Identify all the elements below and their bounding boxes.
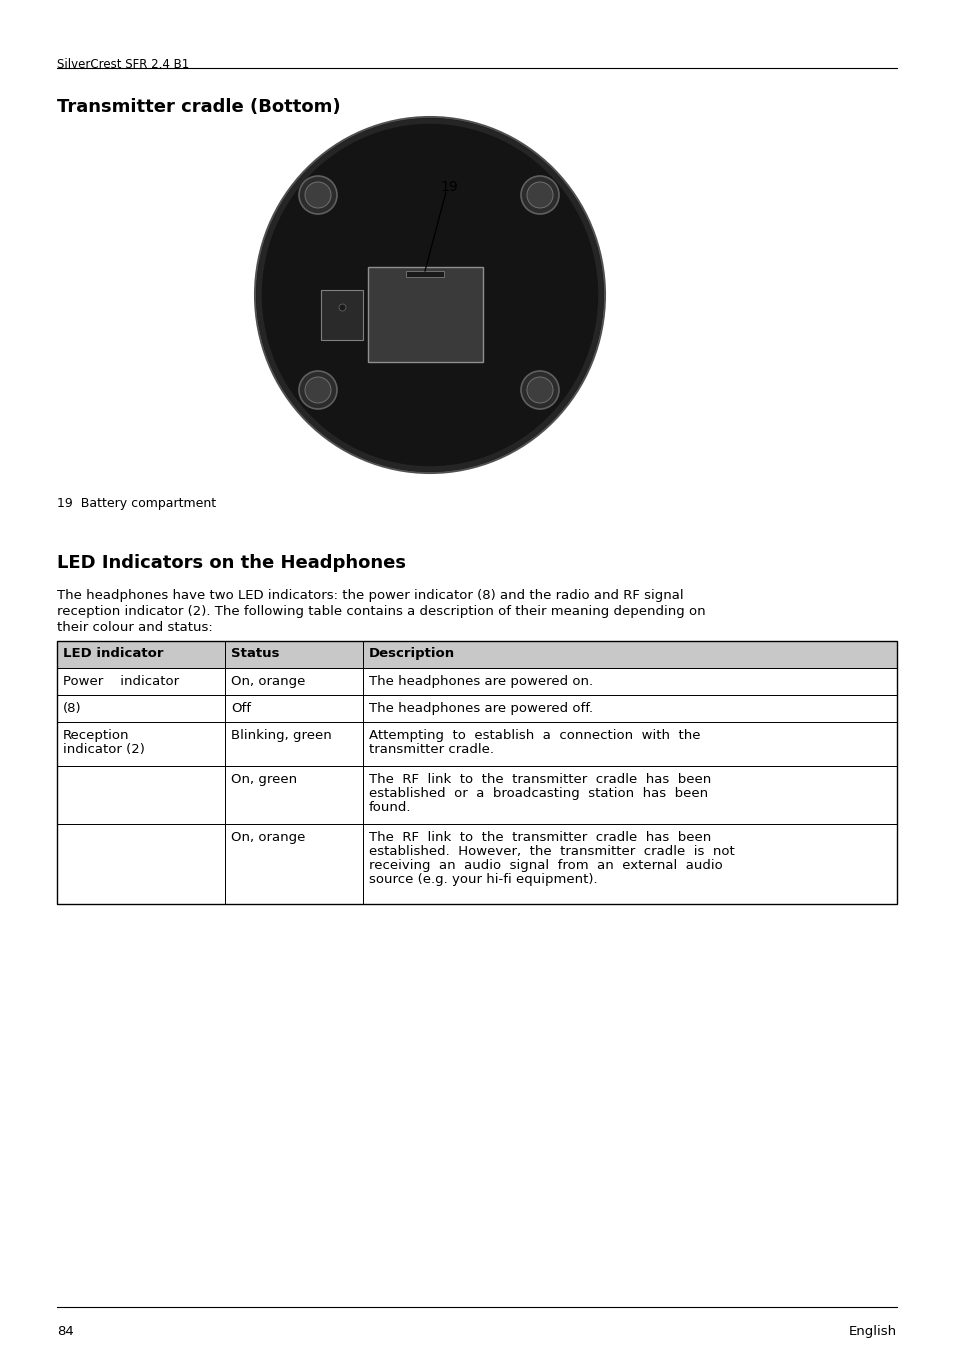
Circle shape [526,377,553,403]
Text: Description: Description [369,648,455,660]
Text: source (e.g. your hi-fi equipment).: source (e.g. your hi-fi equipment). [369,873,597,886]
Bar [225,823,363,904]
Text: The  RF  link  to  the  transmitter  cradle  has  been: The RF link to the transmitter cradle ha… [369,831,711,844]
Bar [406,270,443,277]
Text: Off: Off [231,702,251,715]
Bar [57,722,225,767]
Text: receiving  an  audio  signal  from  an  external  audio: receiving an audio signal from an extern… [369,859,722,872]
Bar [368,266,482,362]
Text: On, green: On, green [231,773,296,786]
Bar [57,823,225,904]
Text: 84: 84 [57,1325,73,1338]
Bar [363,641,896,668]
Bar [363,722,896,767]
Text: Status: Status [231,648,279,660]
Ellipse shape [254,118,604,473]
Bar [363,668,896,695]
Text: The headphones are powered on.: The headphones are powered on. [369,675,593,688]
Bar [57,668,225,695]
Bar [363,767,896,823]
Text: transmitter cradle.: transmitter cradle. [369,744,494,756]
Bar [57,695,225,722]
Text: The  RF  link  to  the  transmitter  cradle  has  been: The RF link to the transmitter cradle ha… [369,773,711,786]
Text: established  or  a  broadcasting  station  has  been: established or a broadcasting station ha… [369,787,707,800]
Bar [225,722,363,767]
Bar [225,641,363,668]
Text: Reception: Reception [63,729,130,742]
Text: Blinking, green: Blinking, green [231,729,332,742]
Text: On, orange: On, orange [231,675,305,688]
Circle shape [526,183,553,208]
Text: Attempting  to  establish  a  connection  with  the: Attempting to establish a connection wit… [369,729,700,742]
Text: 19: 19 [439,180,457,193]
Bar [57,641,225,668]
Text: Transmitter cradle (Bottom): Transmitter cradle (Bottom) [57,97,340,116]
Text: 19  Battery compartment: 19 Battery compartment [57,498,216,510]
Text: English: English [848,1325,896,1338]
Text: reception indicator (2). The following table contains a description of their mea: reception indicator (2). The following t… [57,604,705,618]
Bar [363,823,896,904]
Bar [57,767,225,823]
Circle shape [520,370,558,410]
Text: (8): (8) [63,702,82,715]
Bar [57,641,896,904]
Text: Power    indicator: Power indicator [63,675,179,688]
Text: The headphones have two LED indicators: the power indicator (8) and the radio an: The headphones have two LED indicators: … [57,589,683,602]
Text: LED Indicators on the Headphones: LED Indicators on the Headphones [57,554,406,572]
Circle shape [305,183,331,208]
Text: LED indicator: LED indicator [63,648,163,660]
Bar [320,289,363,339]
Bar [225,668,363,695]
Text: found.: found. [369,800,411,814]
Circle shape [298,176,336,214]
Text: SilverCrest SFR 2.4 B1: SilverCrest SFR 2.4 B1 [57,58,189,72]
Circle shape [520,176,558,214]
Text: indicator (2): indicator (2) [63,744,145,756]
Text: established.  However,  the  transmitter  cradle  is  not: established. However, the transmitter cr… [369,845,734,859]
Circle shape [305,377,331,403]
Text: The headphones are powered off.: The headphones are powered off. [369,702,593,715]
Bar [225,695,363,722]
Circle shape [298,370,336,410]
Bar [225,767,363,823]
Text: their colour and status:: their colour and status: [57,621,213,634]
Text: On, orange: On, orange [231,831,305,844]
Bar [363,695,896,722]
